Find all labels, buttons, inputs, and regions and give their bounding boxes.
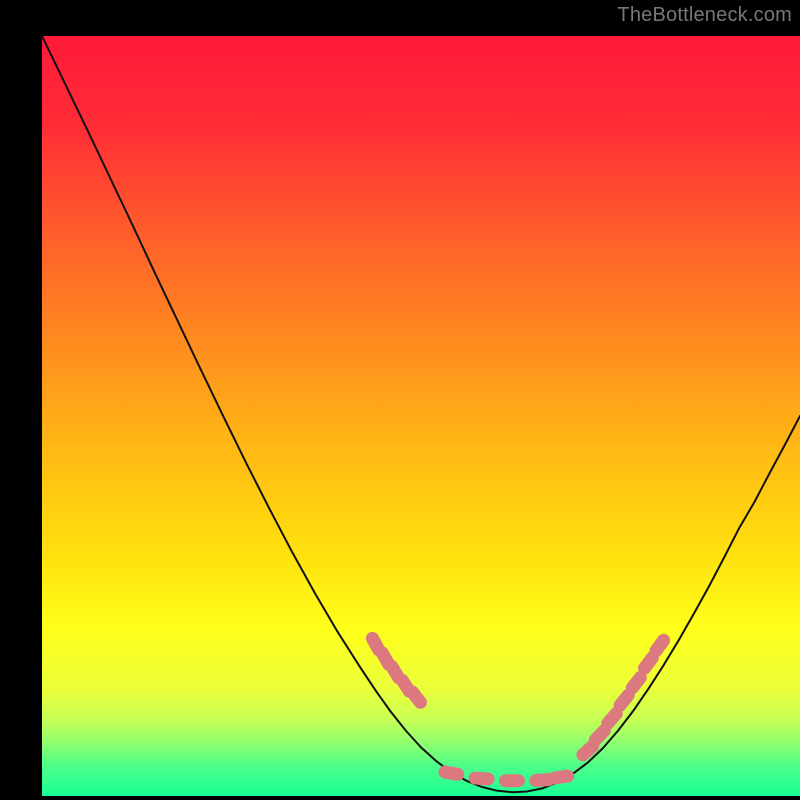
plot-area [42, 36, 800, 796]
curve-marker [437, 765, 465, 782]
chart-stage: TheBottleneck.com [0, 0, 800, 800]
bottleneck-curve [42, 36, 800, 792]
curve-layer [42, 36, 800, 796]
curve-marker [547, 769, 575, 785]
curve-marker [468, 771, 495, 786]
watermark-text: TheBottleneck.com [617, 4, 792, 27]
curve-marker [499, 774, 525, 787]
